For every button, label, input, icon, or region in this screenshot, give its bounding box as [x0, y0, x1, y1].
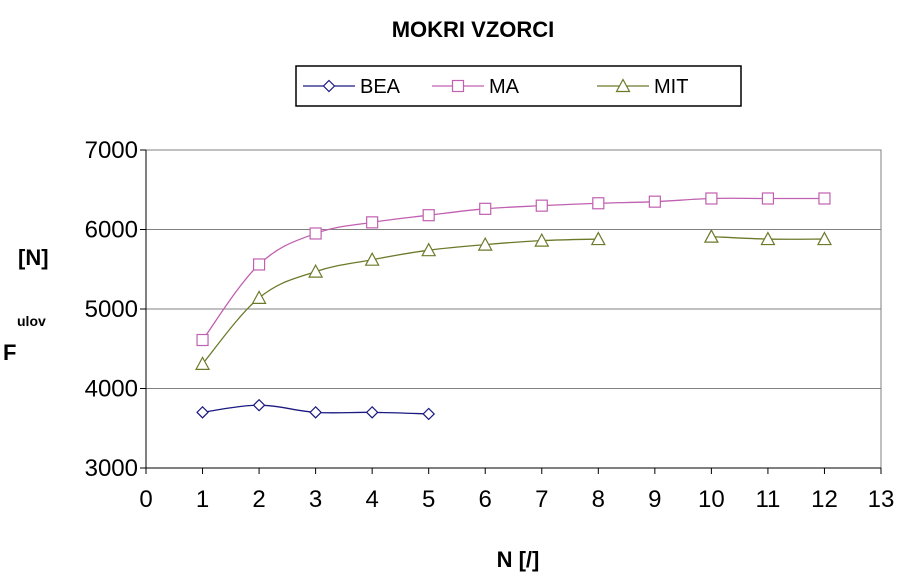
legend-label-ma: MA — [489, 76, 520, 98]
legend-marker-ma — [451, 79, 465, 93]
chart-title: MOKRI VZORCI — [392, 17, 555, 42]
y-tick-label: 4000 — [85, 376, 138, 403]
x-tick-label: 13 — [868, 486, 895, 513]
legend-entry-bea: BEA — [303, 76, 401, 98]
data-point-mit — [760, 231, 776, 246]
data-point-bea — [252, 398, 266, 412]
data-point-mit — [816, 231, 832, 246]
data-point-ma — [422, 209, 435, 222]
legend-label-bea: BEA — [360, 76, 401, 98]
data-point-ma — [648, 195, 661, 208]
series-layer — [195, 192, 832, 421]
data-point-bea — [196, 406, 209, 419]
x-tick-label: 4 — [365, 486, 378, 513]
legend-marker-mit — [615, 78, 631, 93]
series-mit — [195, 228, 832, 370]
data-point-ma — [818, 192, 831, 205]
data-point-mit — [364, 251, 380, 266]
x-tick-label: 6 — [479, 486, 492, 513]
y-tick-label: 7000 — [85, 137, 138, 164]
y-tick-label: 3000 — [85, 455, 138, 482]
data-point-mit — [308, 263, 324, 278]
data-point-ma — [252, 258, 266, 271]
data-point-mit — [251, 290, 267, 304]
x-tick-label: 1 — [196, 486, 209, 513]
legend-entry-ma: MA — [432, 76, 520, 98]
x-tick-label: 3 — [309, 486, 322, 513]
x-tick-label: 9 — [648, 486, 661, 513]
y-axis-title: [N] ulov F — [3, 245, 49, 365]
y-tick-label: 5000 — [85, 296, 138, 323]
y-axis-unit: [N] — [18, 245, 49, 270]
x-tick-label: 7 — [535, 486, 548, 513]
x-tick-label: 8 — [592, 486, 605, 513]
x-tick-label: 0 — [139, 486, 152, 513]
data-point-mit — [195, 356, 211, 370]
x-axis-title: N [/] — [497, 547, 540, 572]
data-point-bea — [309, 406, 322, 419]
data-point-mit — [421, 242, 437, 257]
data-point-mit — [703, 228, 719, 243]
data-point-ma — [761, 192, 775, 205]
data-point-ma — [366, 216, 379, 229]
series-bea — [196, 398, 436, 421]
data-point-bea — [422, 407, 436, 421]
data-point-ma — [479, 202, 492, 215]
x-tick-label: 12 — [811, 486, 838, 513]
legend-marker-bea — [322, 79, 336, 93]
legend-label-mit: MIT — [654, 76, 688, 98]
data-point-ma — [705, 192, 718, 205]
x-tick-label: 11 — [755, 486, 780, 513]
data-point-ma — [592, 197, 605, 210]
axes — [140, 149, 882, 474]
series-ma — [196, 192, 831, 347]
x-tick-labels: 0 1 2 3 4 5 6 7 8 9 10 11 12 13 — [139, 486, 894, 513]
y-tick-labels: 3000 4000 5000 6000 7000 — [85, 137, 138, 482]
data-point-ma — [196, 333, 209, 347]
data-point-bea — [365, 406, 379, 419]
y-axis-subscript: ulov — [17, 313, 46, 329]
x-tick-label: 5 — [422, 486, 435, 513]
data-point-mit — [590, 231, 606, 246]
x-tick-label: 10 — [698, 486, 725, 513]
legend-box — [295, 65, 742, 107]
x-tick-label: 2 — [252, 486, 265, 513]
y-tick-label: 6000 — [85, 217, 138, 244]
legend: BEA MA MIT — [295, 65, 742, 107]
gridlines — [146, 229, 881, 389]
data-point-mit — [477, 236, 493, 251]
data-point-ma — [535, 199, 548, 212]
legend-entry-mit: MIT — [597, 76, 688, 98]
data-point-mit — [534, 232, 550, 247]
y-axis-symbol: F — [3, 340, 16, 365]
data-point-ma — [309, 227, 322, 240]
